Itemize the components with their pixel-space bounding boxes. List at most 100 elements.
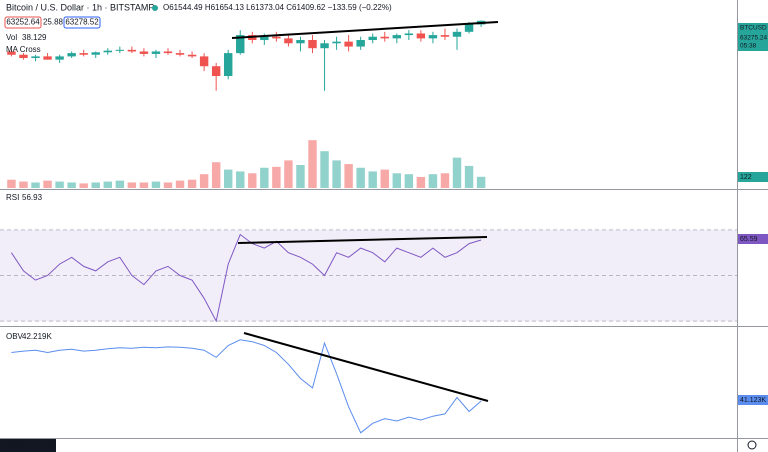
volume-bar bbox=[356, 167, 365, 188]
candle-body bbox=[428, 35, 438, 39]
volume-bar bbox=[67, 182, 76, 188]
rsi-last: 65.59 bbox=[740, 236, 758, 243]
obv-legend: OBV bbox=[6, 332, 24, 341]
sell-box[interactable] bbox=[4, 16, 42, 29]
buy-box[interactable] bbox=[63, 16, 101, 29]
symbol-label: BTCUSD bbox=[740, 25, 767, 32]
volume-bar bbox=[272, 166, 281, 188]
volume-bar bbox=[19, 181, 28, 188]
candle-body bbox=[199, 56, 209, 67]
volume-bar bbox=[476, 176, 486, 188]
volume-bar bbox=[464, 165, 474, 188]
candle-body bbox=[344, 41, 353, 47]
rsi-band bbox=[0, 229, 737, 322]
volume-bar bbox=[260, 167, 269, 188]
candle-body bbox=[284, 38, 293, 44]
spread: 25.88 bbox=[43, 18, 64, 27]
volume-bar bbox=[199, 174, 209, 188]
volume-bar bbox=[392, 173, 402, 188]
symbol-box bbox=[738, 23, 768, 33]
candle-body bbox=[79, 53, 88, 55]
trend-line[interactable] bbox=[237, 236, 488, 244]
volume-bar bbox=[368, 171, 377, 188]
candle-body bbox=[356, 40, 365, 47]
volume-bar bbox=[248, 173, 257, 188]
volume-bar bbox=[284, 160, 293, 188]
volume-bar bbox=[163, 182, 173, 188]
volume-bar bbox=[103, 181, 112, 188]
obv-last: 41.123K bbox=[740, 397, 766, 404]
volume-bar bbox=[175, 180, 185, 188]
candle-body bbox=[452, 31, 462, 37]
obv-legend-value: 42.219K bbox=[22, 332, 52, 341]
volume-bar bbox=[404, 174, 414, 188]
volume-bar bbox=[308, 140, 317, 188]
last-price-box bbox=[738, 33, 768, 51]
volume-legend-value: 38.129 bbox=[22, 33, 47, 42]
volume-legend: Vol bbox=[6, 33, 17, 42]
volume-bar bbox=[344, 164, 353, 188]
candle-body bbox=[103, 50, 112, 53]
volume-bar bbox=[320, 151, 329, 188]
series-line bbox=[10, 233, 482, 323]
candle-body bbox=[67, 53, 76, 57]
candle-body bbox=[380, 36, 389, 39]
volume-bar bbox=[151, 181, 161, 188]
candle-body bbox=[440, 35, 450, 37]
last-price: 63275.24 bbox=[740, 35, 767, 42]
countdown: 05:38 bbox=[740, 43, 757, 50]
candle-body bbox=[55, 56, 64, 60]
candle-body bbox=[416, 33, 426, 39]
crosshair-time-box bbox=[0, 439, 56, 452]
volume-bar bbox=[55, 181, 64, 188]
candle-body bbox=[236, 35, 245, 54]
candle-body bbox=[115, 49, 125, 51]
status-dot bbox=[152, 5, 158, 11]
volume-bar bbox=[236, 171, 245, 188]
candle-body bbox=[187, 54, 197, 57]
volume-bar bbox=[43, 180, 52, 188]
candle-body bbox=[151, 51, 161, 54]
candle-body bbox=[175, 53, 185, 55]
candle-body bbox=[211, 66, 221, 77]
candle-body bbox=[404, 33, 414, 36]
candle-body bbox=[163, 51, 173, 54]
volume-bar bbox=[380, 169, 389, 188]
candle-body bbox=[392, 35, 402, 39]
settings-icon[interactable] bbox=[747, 440, 757, 450]
candle-body bbox=[7, 51, 16, 55]
volume-bar bbox=[223, 169, 233, 188]
candle-body bbox=[127, 49, 137, 52]
obv-last-box bbox=[738, 395, 768, 405]
volume-bar bbox=[139, 182, 149, 188]
sell-price[interactable]: 63252.64 bbox=[6, 18, 40, 27]
candle-body bbox=[260, 36, 269, 41]
candle-body bbox=[332, 41, 341, 44]
volume-bar bbox=[428, 174, 438, 188]
trend-line[interactable] bbox=[231, 21, 499, 39]
crosshair-time: 16 Oct '21 11:00 bbox=[4, 442, 55, 449]
volume-bar bbox=[187, 179, 197, 188]
candle-body bbox=[296, 40, 305, 44]
volume-bar bbox=[115, 180, 125, 188]
candle-body bbox=[308, 40, 317, 49]
buy-price[interactable]: 63278.52 bbox=[65, 18, 99, 27]
volume-bar bbox=[211, 162, 221, 188]
candle-body bbox=[19, 54, 28, 59]
trend-line[interactable] bbox=[243, 332, 489, 402]
rsi-legend: RSI bbox=[6, 193, 19, 202]
volume-bar bbox=[440, 173, 450, 188]
volume-bar bbox=[91, 182, 100, 188]
volume-bar bbox=[79, 183, 88, 188]
volume-bar bbox=[31, 182, 40, 188]
candle-body bbox=[464, 24, 474, 32]
candle-body bbox=[223, 53, 233, 77]
candle-body bbox=[31, 56, 40, 59]
volume-bar bbox=[452, 157, 462, 188]
ma-legend: MA Cross bbox=[6, 45, 41, 54]
volume-last-box bbox=[738, 172, 768, 182]
candle-body bbox=[139, 51, 149, 54]
symbol-title[interactable]: Bitcoin / U.S. Dollar · 1h · BITSTAMP bbox=[6, 2, 154, 12]
